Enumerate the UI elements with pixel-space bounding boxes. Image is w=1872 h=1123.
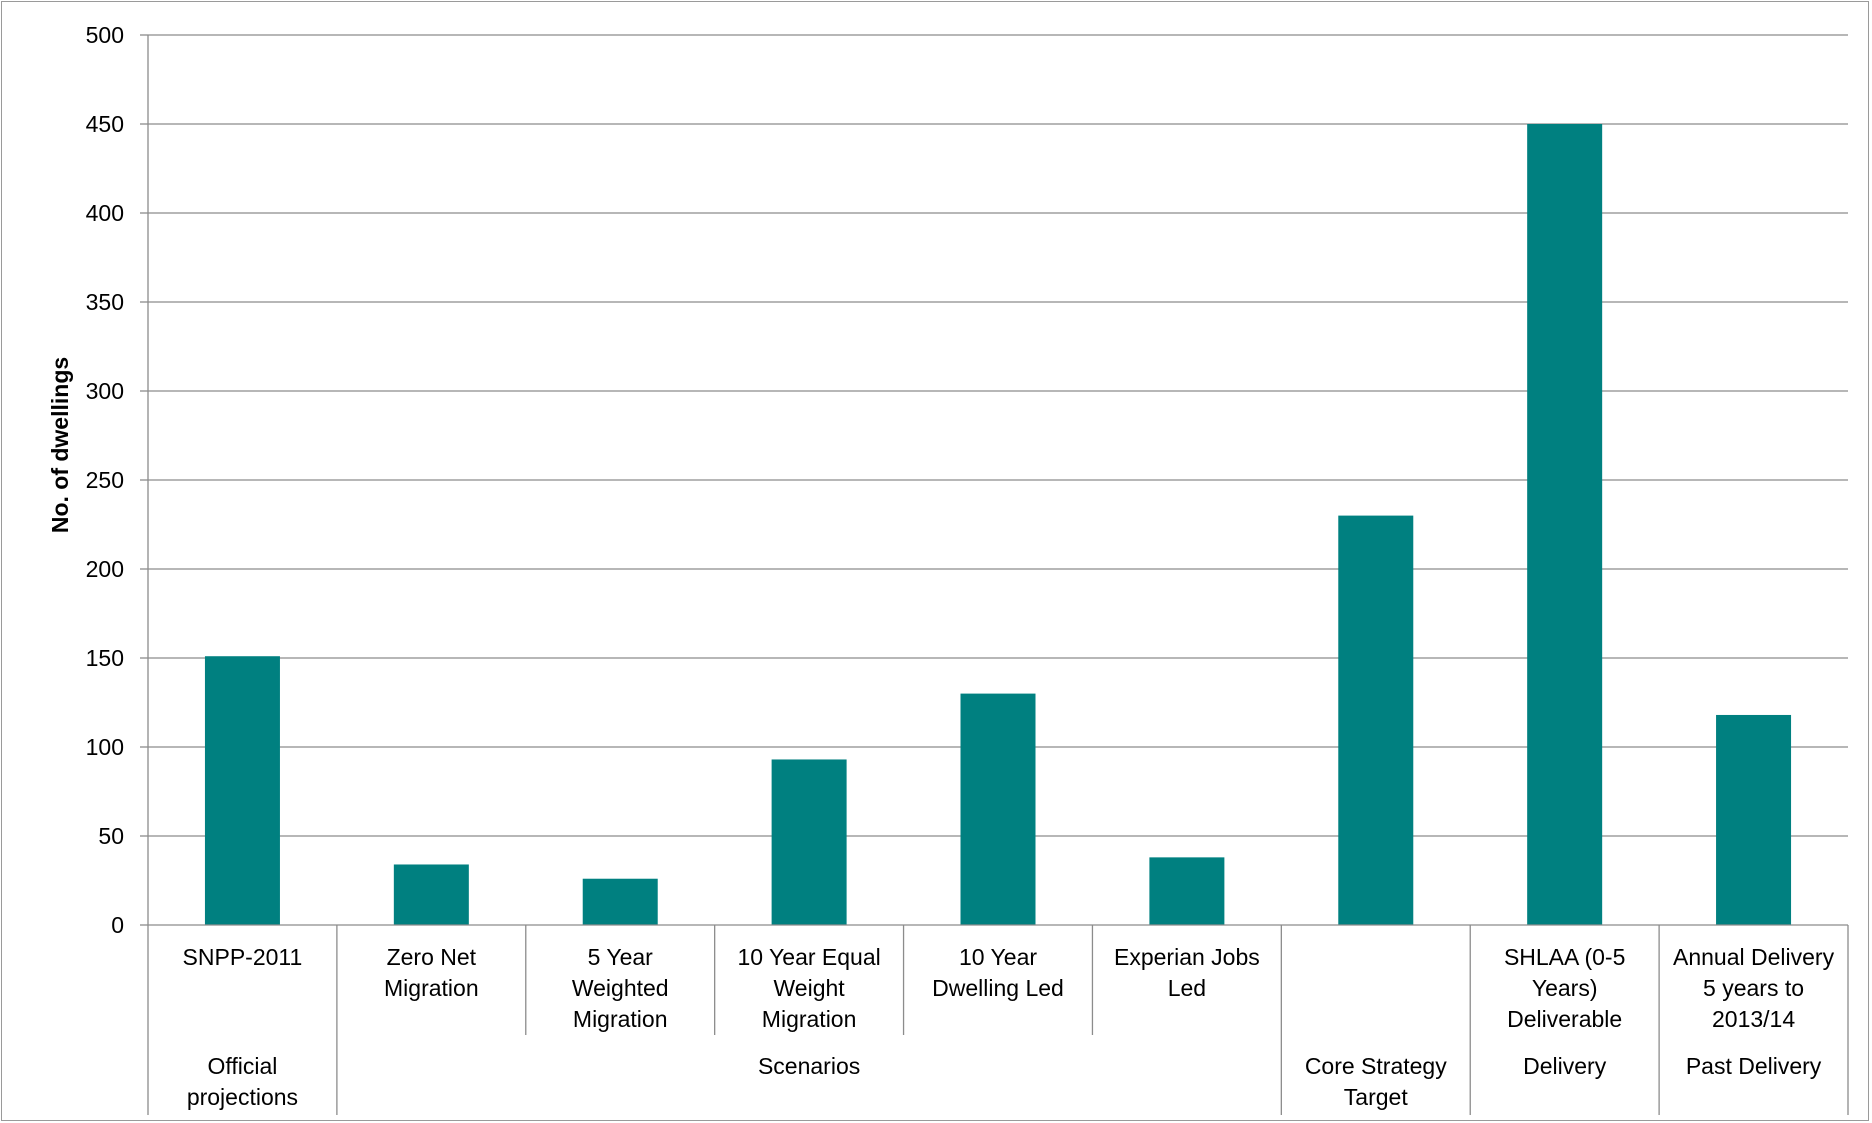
category-label: Weighted <box>572 975 669 1001</box>
bar-2 <box>393 864 469 925</box>
category-label: 5 Year <box>588 944 654 970</box>
group-label: Scenarios <box>758 1053 860 1079</box>
category-label: Deliverable <box>1507 1006 1622 1032</box>
labels: 0 50 100 150 200 250 300 350 400 450 500 SNPP-2011 Z… <box>86 22 1835 1110</box>
bars <box>204 124 1792 925</box>
bar-5 <box>960 693 1036 925</box>
category-label: Dwelling Led <box>932 975 1064 1001</box>
y-tick-label: 450 <box>86 111 124 137</box>
axes <box>140 34 1849 1115</box>
bar-8 <box>1527 124 1603 925</box>
category-label: Annual Delivery <box>1673 944 1835 970</box>
group-label: Official <box>207 1053 277 1079</box>
category-label: Migration <box>384 975 479 1001</box>
category-label: Experian Jobs <box>1114 944 1260 970</box>
bar-4 <box>771 759 847 925</box>
group-label: Delivery <box>1523 1053 1607 1079</box>
group-label: Past Delivery <box>1686 1053 1822 1079</box>
category-label: Migration <box>573 1006 668 1032</box>
y-tick-label: 500 <box>86 22 124 48</box>
bar-7 <box>1338 515 1414 925</box>
category-label: Led <box>1168 975 1206 1001</box>
category-label: Zero Net <box>387 944 477 970</box>
group-label: Target <box>1344 1084 1409 1110</box>
bar-3 <box>582 878 658 925</box>
category-label: Weight <box>774 975 846 1001</box>
group-label: projections <box>187 1084 298 1110</box>
y-tick-label: 0 <box>111 912 124 938</box>
category-label: 2013/14 <box>1712 1006 1795 1032</box>
y-tick-label: 300 <box>86 378 124 404</box>
y-tick-label: 50 <box>98 823 124 849</box>
category-label: Years) <box>1532 975 1598 1001</box>
y-tick-label: 200 <box>86 556 124 582</box>
category-label: 10 Year <box>959 944 1037 970</box>
y-tick-label: 150 <box>86 645 124 671</box>
bar-6 <box>1149 857 1225 925</box>
category-label: SHLAA (0-5 <box>1504 944 1625 970</box>
category-label: SNPP-2011 <box>183 944 303 970</box>
y-tick-label: 250 <box>86 467 124 493</box>
group-label: Core Strategy <box>1305 1053 1447 1079</box>
category-label: 5 years to <box>1703 975 1804 1001</box>
bar-1 <box>204 656 280 925</box>
y-tick-label: 400 <box>86 200 124 226</box>
y-tick-label: 100 <box>86 734 124 760</box>
bar-9 <box>1716 714 1792 925</box>
category-label: 10 Year Equal <box>737 944 880 970</box>
y-axis-title: No. of dwellings <box>47 357 73 533</box>
category-label: Migration <box>762 1006 857 1032</box>
y-tick-label: 350 <box>86 289 124 315</box>
